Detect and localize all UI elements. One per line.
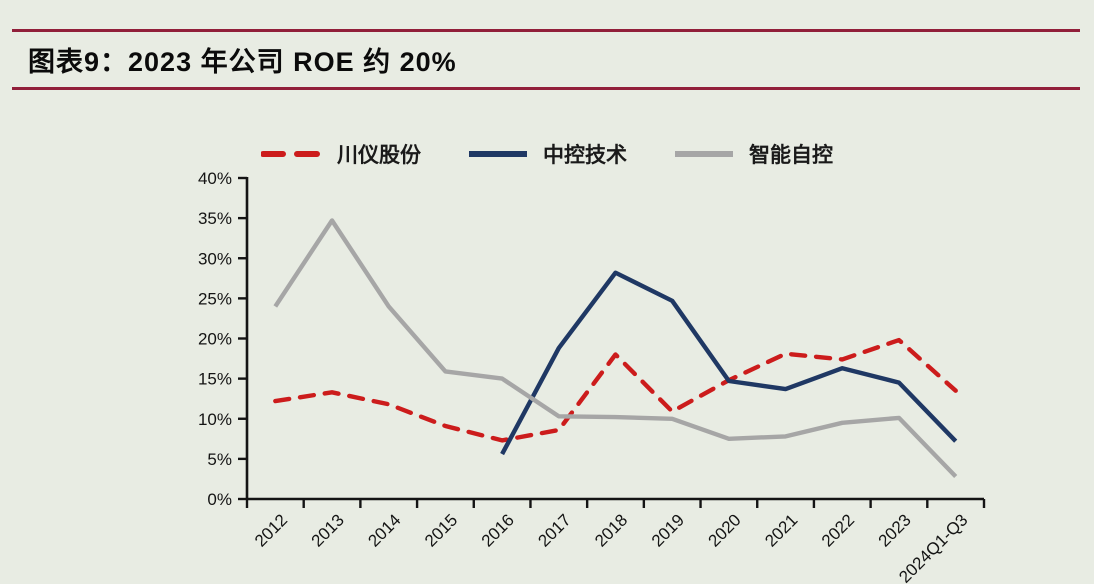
y-tick-label: 40% (198, 169, 232, 188)
x-tick-label: 2021 (761, 510, 801, 550)
series-line-智能自控 (273, 218, 958, 479)
legend-item-智能自控: 智能自控 (673, 139, 833, 169)
x-tick-label: 2018 (591, 510, 631, 550)
x-tick-label: 2019 (648, 510, 688, 550)
title-rule-bottom (12, 87, 1080, 90)
legend-item-中控技术: 中控技术 (467, 139, 627, 169)
y-tick-label: 10% (198, 410, 232, 429)
series-line-川仪股份 (273, 337, 958, 443)
x-tick-label: 2020 (705, 510, 745, 550)
x-tick-label: 2023 (875, 510, 915, 550)
chart-title: 图表9：2023 年公司 ROE 约 20% (28, 47, 457, 77)
legend-line-swatch (469, 151, 527, 157)
legend-label: 川仪股份 (337, 144, 421, 167)
x-tick-label: 2013 (308, 510, 348, 550)
y-tick-label: 35% (198, 209, 232, 228)
x-tick-label: 2022 (818, 510, 858, 550)
x-tick-label: 2015 (421, 510, 461, 550)
x-tick-label: 2012 (251, 510, 291, 550)
y-tick-label: 20% (198, 330, 232, 349)
legend-line-swatch (261, 151, 323, 157)
x-tick-label: 2017 (534, 510, 574, 550)
chart-legend: 川仪股份 中控技术 智能自控 (0, 139, 1094, 169)
legend-item-川仪股份: 川仪股份 (261, 139, 421, 169)
legend-line-swatch (675, 151, 733, 157)
y-tick-label: 0% (207, 490, 232, 509)
y-tick-label: 25% (198, 289, 232, 308)
y-tick-label: 15% (198, 370, 232, 389)
legend-label: 中控技术 (543, 144, 627, 167)
x-tick-label: 2014 (364, 510, 404, 550)
legend-label: 智能自控 (749, 144, 833, 167)
series-line-中控技术 (500, 270, 958, 456)
y-tick-label: 30% (198, 249, 232, 268)
title-rule-top (12, 29, 1080, 32)
x-tick-label: 2016 (478, 510, 518, 550)
y-tick-label: 5% (207, 450, 232, 469)
